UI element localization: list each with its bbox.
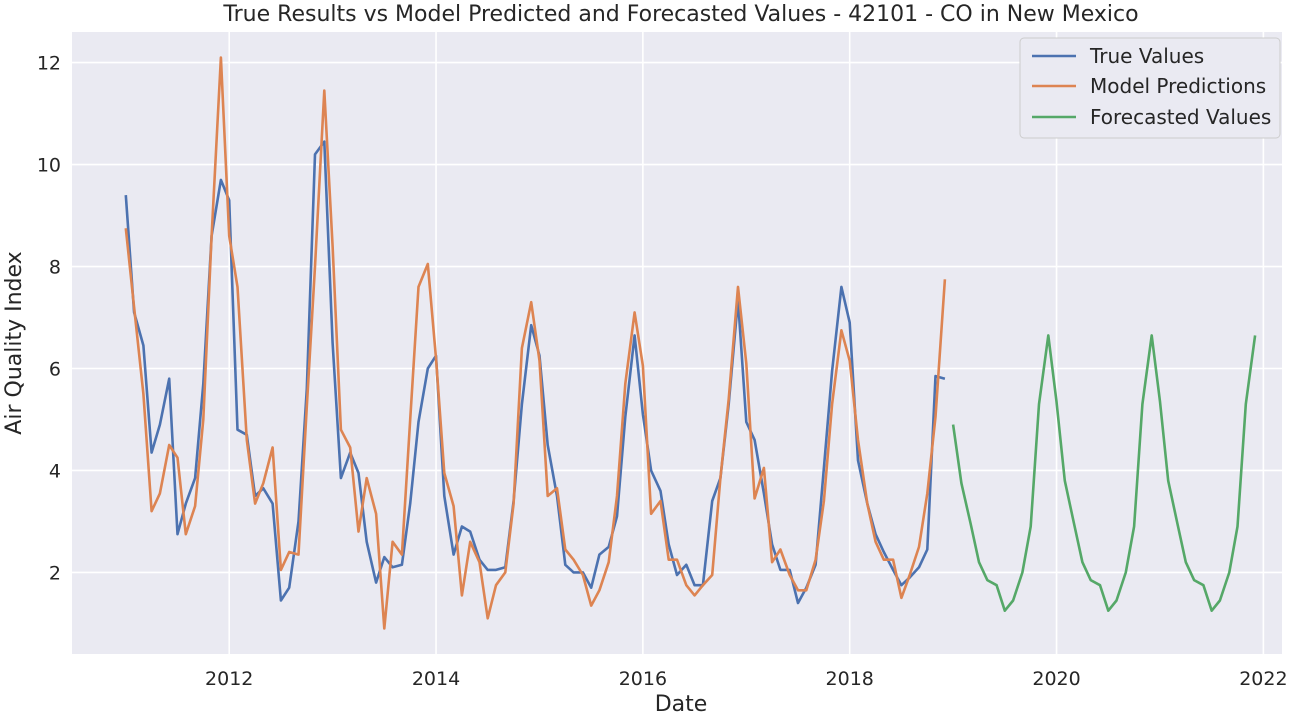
x-tick-label-2014: 2014	[412, 668, 460, 690]
x-tick-label-2012: 2012	[205, 668, 253, 690]
y-tick-label-10: 10	[37, 155, 61, 177]
x-axis-label: Date	[655, 692, 708, 717]
legend-label-model-predictions: Model Predictions	[1090, 74, 1266, 98]
y-axis-label: Air Quality Index	[2, 251, 27, 434]
y-tick-label-2: 2	[49, 562, 61, 584]
y-tick-label-8: 8	[49, 257, 61, 279]
series-line-model-predictions	[124, 56, 947, 630]
y-tick-label-6: 6	[49, 358, 61, 380]
series-layer	[124, 56, 1257, 630]
x-tick-label-2022: 2022	[1239, 668, 1287, 690]
legend-label-true-values: True Values	[1089, 44, 1204, 68]
series-line-forecasted-values	[951, 334, 1257, 612]
x-axis-ticks: 2012 2014 2016 2018 2020 2022	[205, 668, 1288, 690]
x-tick-label-2016: 2016	[619, 668, 667, 690]
y-tick-label-12: 12	[37, 53, 61, 75]
x-tick-label-2018: 2018	[826, 668, 874, 690]
chart-title: True Results vs Model Predicted and Fore…	[222, 2, 1138, 27]
x-tick-label-2020: 2020	[1032, 668, 1080, 690]
legend-label-forecasted-values: Forecasted Values	[1090, 105, 1271, 129]
y-tick-label-4: 4	[49, 460, 61, 482]
legend: True Values Model Predictions Forecasted…	[1019, 37, 1281, 139]
legend-box	[1019, 37, 1281, 139]
y-axis-ticks: 2 4 6 8 10 12	[37, 53, 61, 585]
